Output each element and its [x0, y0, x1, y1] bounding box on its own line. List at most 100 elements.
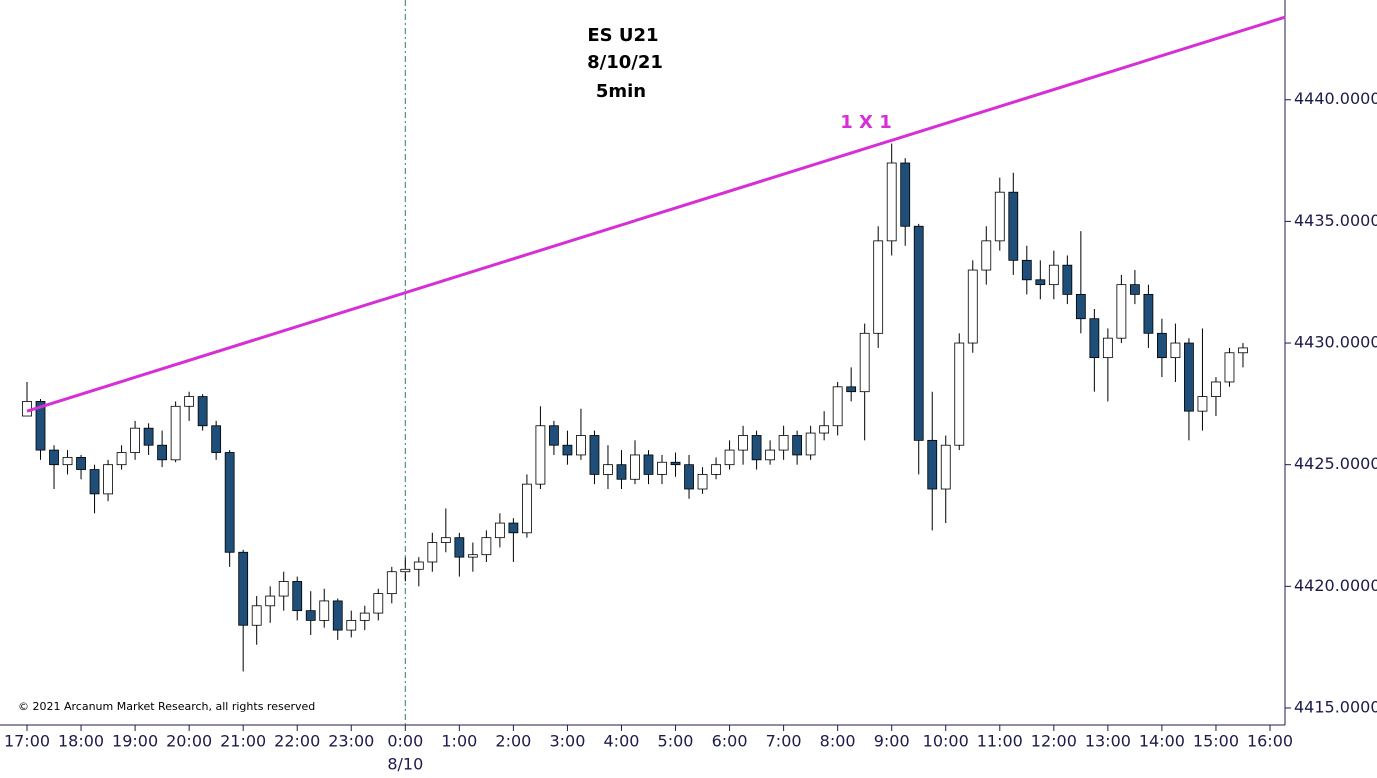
- candle-body: [62, 456, 73, 466]
- x-tick-label: 2:00: [495, 732, 531, 751]
- candle-body: [238, 551, 249, 626]
- candle-body: [292, 581, 303, 612]
- x-tick-label: 7:00: [766, 732, 802, 751]
- candle-body: [184, 396, 195, 407]
- x-tick-label: 16:00: [1247, 732, 1293, 751]
- candle-body: [603, 464, 613, 475]
- candle-body: [1129, 284, 1140, 295]
- candle-body: [35, 401, 46, 451]
- y-tick-label: 4425.0000: [1294, 454, 1377, 473]
- candle-body: [859, 332, 870, 393]
- candle-body: [305, 610, 316, 621]
- candle-body: [319, 600, 330, 621]
- candle-body: [616, 464, 627, 480]
- candle-body: [481, 537, 492, 556]
- candle-body: [170, 405, 181, 461]
- x-tick-label: 9:00: [874, 732, 910, 751]
- candle-body: [657, 461, 667, 475]
- candle-body: [792, 435, 803, 456]
- candle-body: [1170, 342, 1181, 359]
- candle-body: [711, 464, 721, 475]
- candle-body: [76, 456, 86, 470]
- annotation: 1 X 1: [840, 112, 891, 133]
- candle-body: [1089, 318, 1100, 359]
- x-tick-label: 12:00: [1031, 732, 1077, 751]
- candle-body: [1102, 337, 1113, 359]
- candle-body: [954, 342, 965, 446]
- candle-body: [1238, 347, 1248, 354]
- candle-body: [994, 191, 1005, 242]
- candle-body: [494, 522, 505, 539]
- x-tick-label: 14:00: [1139, 732, 1185, 751]
- candle-body: [278, 581, 289, 597]
- candle-body: [1224, 352, 1235, 383]
- x-tick-label: 0:00: [387, 732, 423, 751]
- y-tick-label: 4415.0000: [1294, 697, 1377, 716]
- candle-body: [765, 449, 775, 461]
- x-tick-label: 15:00: [1193, 732, 1239, 751]
- x-tick-label: 18:00: [58, 732, 104, 751]
- candle-body: [508, 522, 519, 534]
- candle-body: [522, 483, 532, 534]
- candle-body: [224, 452, 235, 553]
- x-tick-label: 5:00: [658, 732, 694, 751]
- x-tick-label: 23:00: [328, 732, 374, 751]
- candle-body: [1008, 191, 1019, 261]
- x-tick-label: 4:00: [604, 732, 640, 751]
- candle-body: [103, 464, 113, 495]
- candle-body: [211, 425, 222, 453]
- candle-body: [427, 542, 438, 563]
- y-tick-label: 4420.0000: [1294, 576, 1377, 595]
- candle-body: [1048, 264, 1059, 286]
- candle-body: [900, 162, 911, 227]
- candle-body: [697, 474, 708, 490]
- y-tick-label: 4430.0000: [1294, 333, 1377, 352]
- candle-body: [1116, 284, 1127, 339]
- candle-body: [265, 595, 276, 607]
- x-tick-label: 13:00: [1085, 732, 1131, 751]
- candle-body: [49, 449, 59, 466]
- candle-body: [927, 439, 938, 490]
- candle-body: [805, 432, 816, 456]
- x-tick-label: 20:00: [166, 732, 212, 751]
- x-tick-label: 11:00: [977, 732, 1023, 751]
- candle-body: [359, 612, 370, 621]
- candle-body: [643, 454, 654, 475]
- candle-body: [116, 452, 127, 466]
- candle-body: [589, 435, 600, 475]
- copyright: © 2021 Arcanum Market Research, all righ…: [18, 700, 315, 713]
- candle-body: [1184, 342, 1194, 412]
- candle-body: [454, 537, 465, 558]
- candle-body: [373, 593, 384, 614]
- candle-body: [630, 454, 640, 480]
- candle-body: [130, 427, 140, 453]
- x-tick-label: 19:00: [112, 732, 158, 751]
- candle-body: [1211, 381, 1221, 397]
- chart-subtitle: 5min: [596, 81, 646, 102]
- candle-body: [1157, 332, 1167, 359]
- candle-body: [346, 619, 357, 631]
- candle-body: [1035, 279, 1046, 286]
- y-tick-label: 4435.0000: [1294, 211, 1377, 230]
- x-tick-label: 17:00: [4, 732, 50, 751]
- candle-body: [143, 427, 154, 446]
- chart-subtitle: 8/10/21: [587, 52, 663, 73]
- x-tick-label: 6:00: [712, 732, 748, 751]
- candle-body: [751, 435, 762, 461]
- candle-body: [1075, 293, 1086, 320]
- candle-body: [1143, 293, 1154, 334]
- candle-body: [549, 425, 559, 446]
- candle-body: [386, 571, 397, 595]
- x-tick-label: 8:00: [820, 732, 856, 751]
- x-tick-label: 1:00: [441, 732, 477, 751]
- candle-body: [684, 464, 694, 490]
- candle-body: [967, 269, 978, 344]
- date-label: 8/10: [387, 755, 423, 774]
- candle-body: [400, 568, 411, 573]
- candle-body: [846, 386, 857, 393]
- candle-body: [576, 435, 586, 456]
- y-tick-label: 4440.0000: [1294, 89, 1377, 108]
- candle-body: [440, 537, 451, 543]
- candle-body: [562, 444, 573, 456]
- candle-body: [886, 162, 897, 242]
